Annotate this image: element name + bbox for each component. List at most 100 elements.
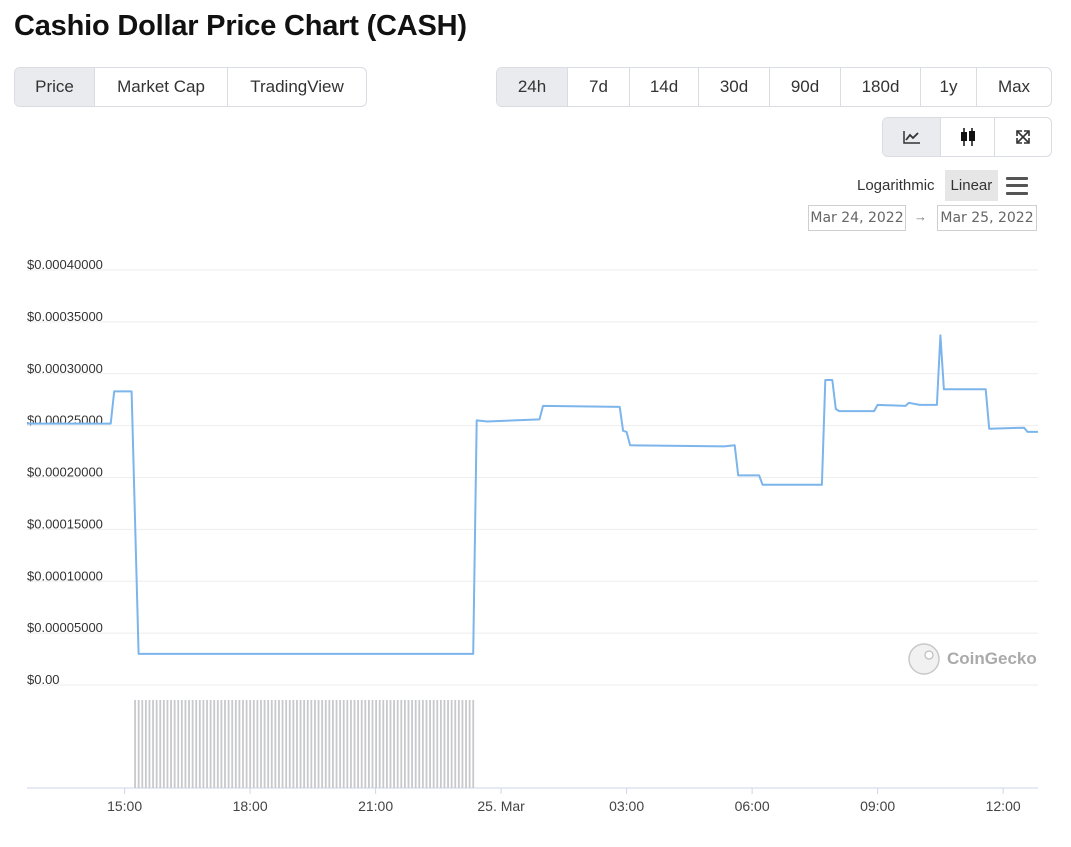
- volume-bar: [465, 700, 467, 788]
- volume-bar: [454, 700, 457, 788]
- x-tick-label: 25. Mar: [477, 798, 525, 814]
- volume-bar: [234, 700, 237, 788]
- y-tick-label: $0.00020000: [27, 465, 103, 480]
- range-90d[interactable]: 90d: [770, 68, 841, 106]
- volume-bar: [288, 700, 291, 788]
- volume-bar: [411, 700, 413, 788]
- volume-bar: [324, 700, 327, 788]
- range-180d[interactable]: 180d: [841, 68, 921, 106]
- volume-bars: [134, 700, 475, 788]
- volume-bar: [439, 700, 442, 788]
- volume-bar: [296, 700, 298, 788]
- page-title: Cashio Dollar Price Chart (CASH): [14, 10, 467, 42]
- volume-bar: [360, 700, 363, 788]
- volume-bar: [443, 700, 446, 788]
- tab-tradingview[interactable]: TradingView: [250, 77, 344, 96]
- volume-bar: [371, 700, 374, 788]
- candlestick-button[interactable]: [941, 118, 995, 156]
- volume-bar: [188, 700, 190, 788]
- volume-bar: [274, 700, 277, 788]
- tab-market-cap[interactable]: Market Cap: [95, 68, 228, 106]
- volume-bar: [278, 700, 280, 788]
- volume-bar: [260, 700, 262, 788]
- y-tick-label: $0.00035000: [27, 309, 103, 324]
- range-24h[interactable]: 24h: [497, 68, 568, 106]
- volume-bar: [368, 700, 370, 788]
- price-series: [27, 334, 1038, 655]
- volume-bar: [281, 700, 284, 788]
- y-axis: $0.00 $0.00005000 $0.00010000 $0.00015000 $0…: [27, 257, 103, 687]
- volume-bar: [418, 700, 421, 788]
- volume-bar: [314, 700, 316, 788]
- volume-bar: [447, 700, 449, 788]
- volume-bar: [191, 700, 194, 788]
- range-1y[interactable]: 1y: [921, 68, 977, 106]
- volume-bar: [353, 700, 356, 788]
- x-axis: 15:00 18:00 21:00 25. Mar 03:00 06:00 09:00 12:…: [107, 788, 1021, 814]
- range-7d[interactable]: 7d: [568, 68, 630, 106]
- volume-bar: [468, 700, 471, 788]
- volume-bar: [407, 700, 410, 788]
- range-30d[interactable]: 30d: [699, 68, 770, 106]
- volume-bar: [206, 700, 208, 788]
- view-tabs: Price Market Cap TradingView: [14, 67, 367, 107]
- volume-bar: [292, 700, 295, 788]
- volume-bar: [227, 700, 230, 788]
- x-tick-label: 09:00: [860, 798, 895, 814]
- volume-bar: [421, 700, 424, 788]
- y-tick-label: $0.00: [27, 672, 60, 687]
- y-tick-label: $0.00030000: [27, 361, 103, 376]
- scale-logarithmic[interactable]: Logarithmic: [857, 177, 935, 194]
- volume-bar: [148, 700, 151, 788]
- coingecko-logo-icon: [908, 643, 940, 675]
- date-arrow: →: [914, 209, 927, 224]
- x-tick-label: 18:00: [233, 798, 268, 814]
- y-tick-label: $0.00010000: [27, 568, 103, 583]
- scale-linear[interactable]: Linear: [944, 170, 999, 201]
- expand-button[interactable]: [995, 118, 1051, 156]
- volume-bar: [195, 700, 198, 788]
- volume-bar: [403, 700, 406, 788]
- tab-price[interactable]: Price: [15, 68, 95, 106]
- volume-bar: [306, 700, 309, 788]
- line-chart-button[interactable]: [883, 118, 941, 156]
- volume-bar: [429, 700, 431, 788]
- range-14d[interactable]: 14d: [630, 68, 699, 106]
- scale-selector: Logarithmic Linear: [853, 170, 1029, 201]
- volume-bar: [389, 700, 392, 788]
- volume-bar: [342, 700, 345, 788]
- volume-bar: [317, 700, 320, 788]
- volume-bar: [152, 700, 154, 788]
- volume-bar: [173, 700, 176, 788]
- volume-bar: [198, 700, 201, 788]
- chart-menu-icon[interactable]: [1006, 176, 1029, 195]
- y-tick-label: $0.00015000: [27, 516, 103, 531]
- y-tick-label: $0.00040000: [27, 257, 103, 272]
- date-from-input[interactable]: Mar 24, 2022: [808, 205, 906, 231]
- line-chart-icon: [902, 131, 920, 144]
- volume-bar: [209, 700, 212, 788]
- volume-bar: [141, 700, 144, 788]
- range-max[interactable]: Max: [997, 77, 1031, 96]
- volume-bar: [385, 700, 388, 788]
- volume-bar: [328, 700, 331, 788]
- x-tick-label: 15:00: [107, 798, 142, 814]
- volume-bar: [461, 700, 464, 788]
- volume-bar: [310, 700, 313, 788]
- volume-bar: [382, 700, 385, 788]
- y-tick-label: $0.00025000: [27, 413, 103, 428]
- price-line[interactable]: [27, 334, 1038, 655]
- volume-bar: [436, 700, 439, 788]
- volume-bar: [170, 700, 172, 788]
- volume-bar: [245, 700, 248, 788]
- volume-bar: [249, 700, 252, 788]
- volume-bar: [231, 700, 234, 788]
- volume-bar: [393, 700, 395, 788]
- date-to-input[interactable]: Mar 25, 2022: [937, 205, 1037, 231]
- volume-bar: [339, 700, 342, 788]
- volume-bar: [155, 700, 158, 788]
- volume-bar: [177, 700, 180, 788]
- volume-bar: [457, 700, 460, 788]
- volume-bar: [400, 700, 403, 788]
